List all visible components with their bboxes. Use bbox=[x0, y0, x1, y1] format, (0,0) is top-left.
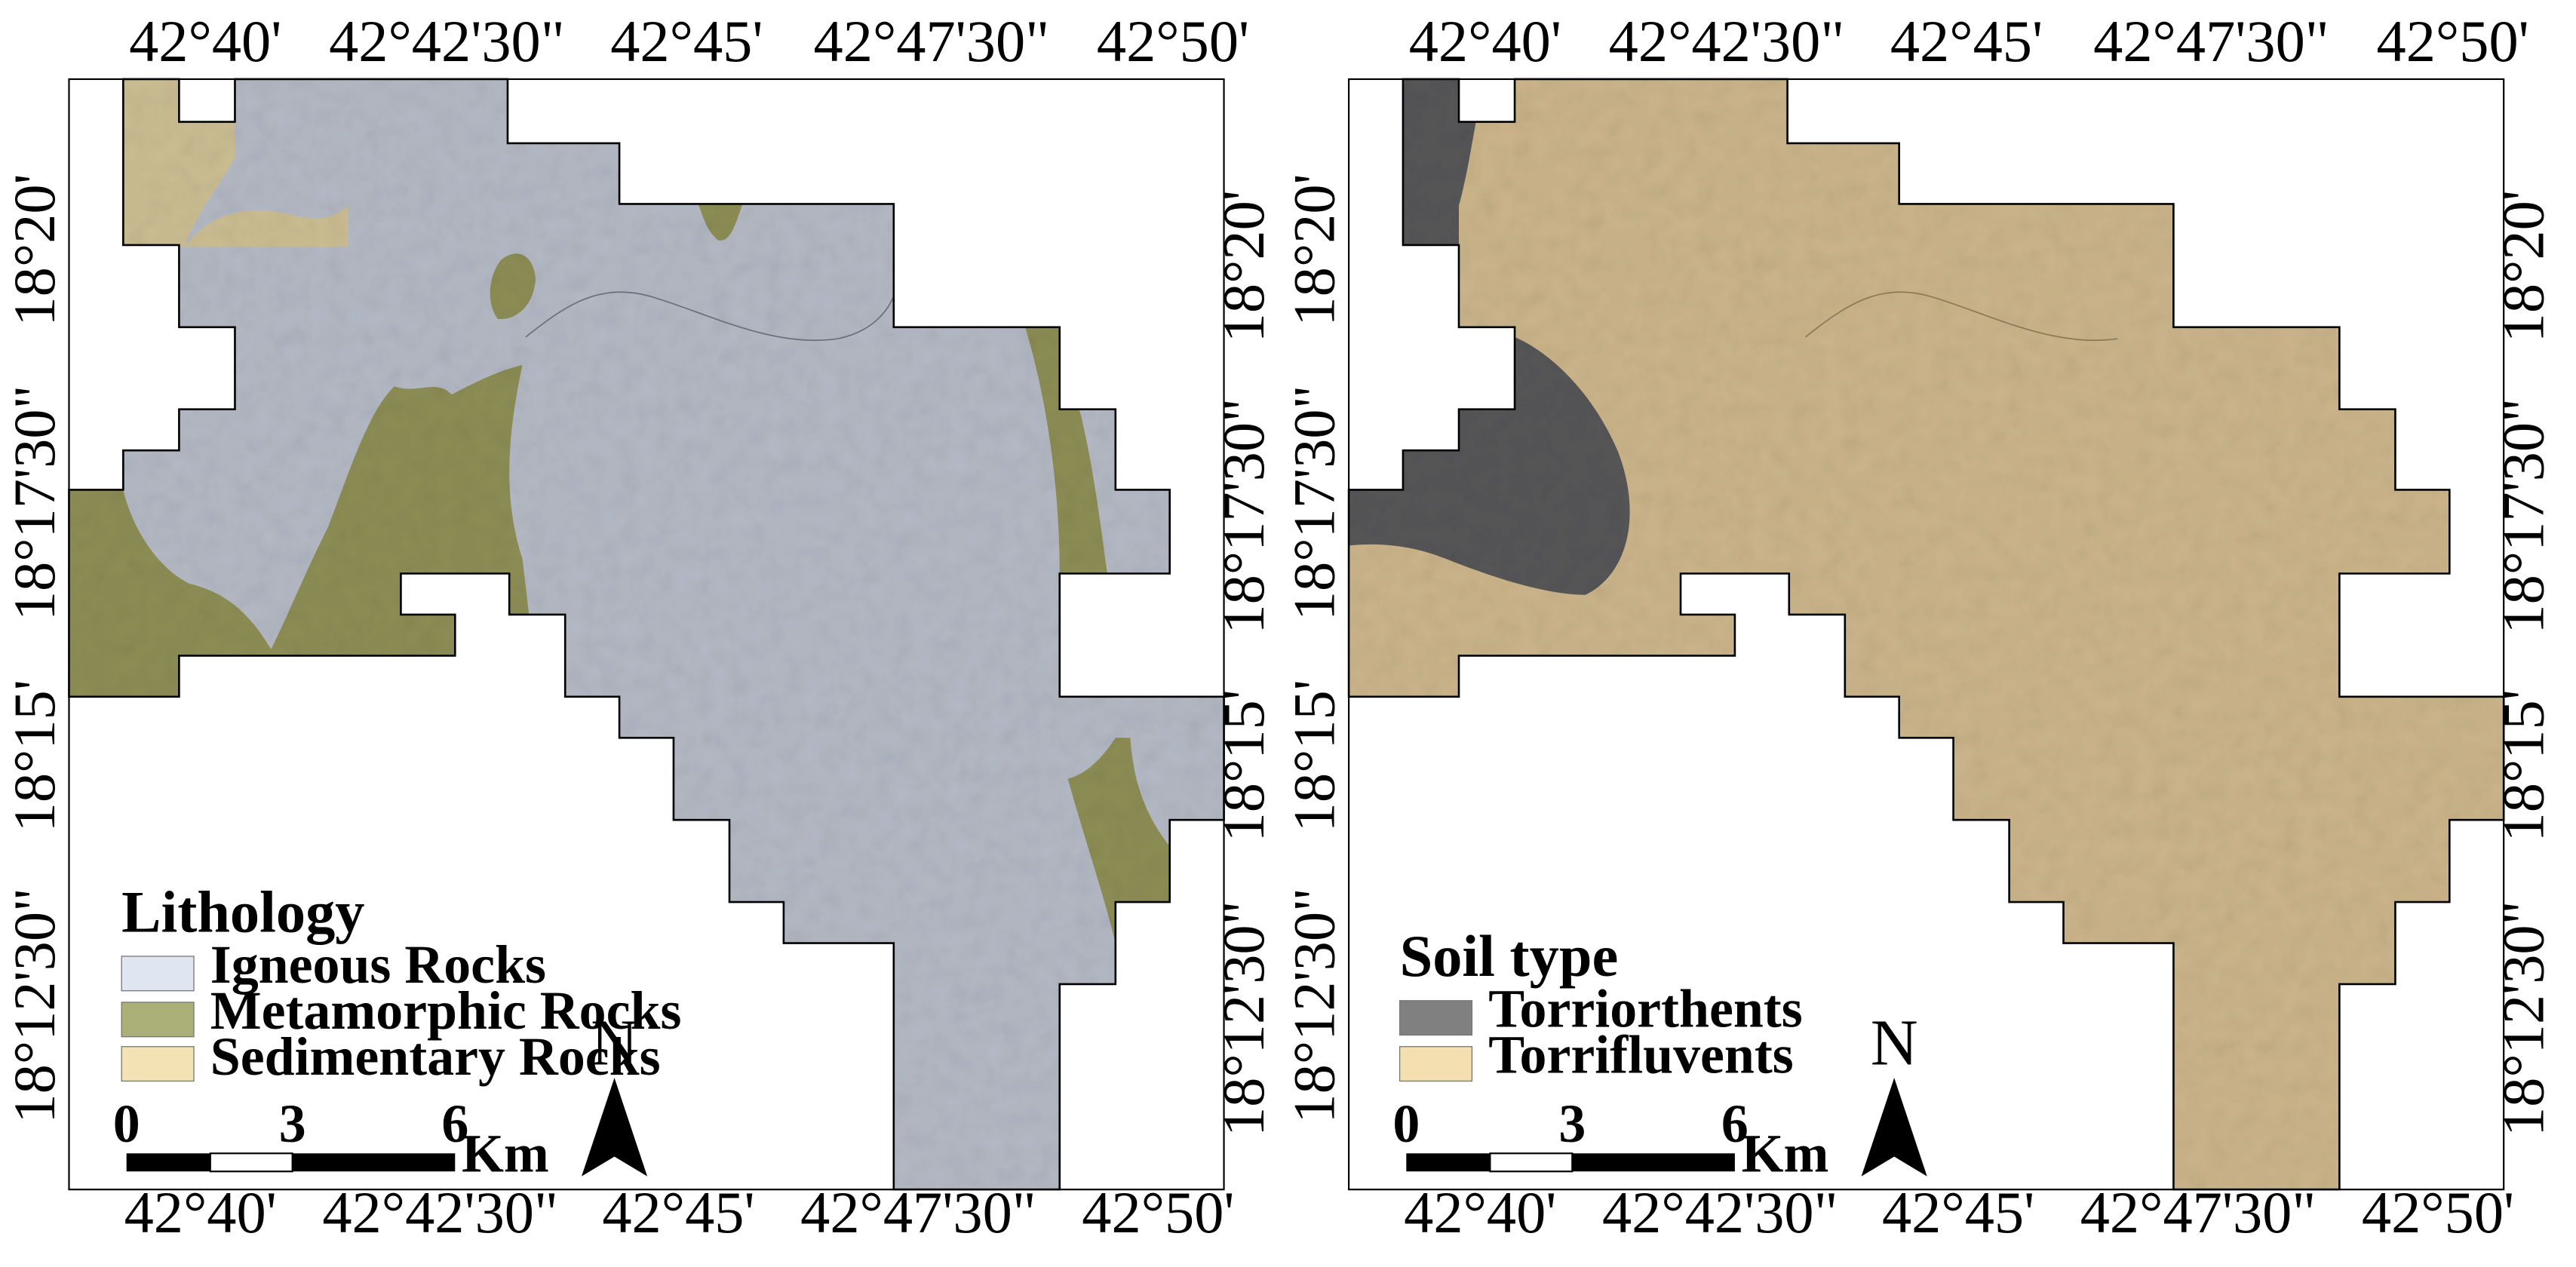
legend-swatch-torriorthents bbox=[1399, 1000, 1473, 1036]
scale-segment bbox=[1406, 1153, 1491, 1172]
left-tick-label: 18°17'30" bbox=[2, 385, 67, 621]
bottom-tick-label: 42°47'30" bbox=[2080, 1180, 2317, 1245]
left-tick-label: 18°20' bbox=[1281, 173, 1346, 326]
soil-map-panel: 42°40' 42°42'30" 42°45' 42°47'30" 42°50'… bbox=[1281, 8, 2556, 1245]
right-tick-label: 18°12'30" bbox=[2490, 900, 2556, 1137]
north-arrow: N bbox=[581, 1006, 648, 1176]
study-area-outline bbox=[1347, 78, 2505, 1191]
legend-label-sedimentary: Sedimentary Rocks bbox=[210, 1026, 661, 1087]
scale-unit: Km bbox=[1742, 1123, 1829, 1183]
road-line bbox=[525, 291, 895, 342]
right-tick-label: 18°12'30" bbox=[1211, 900, 1276, 1137]
north-arrow-icon bbox=[581, 1078, 648, 1176]
bottom-tick-label: 42°50' bbox=[2362, 1180, 2514, 1245]
legend-title: Lithology bbox=[121, 879, 364, 944]
metamorphic-rocks-area bbox=[490, 253, 536, 320]
legend-swatch-igneous bbox=[121, 956, 195, 992]
road-line bbox=[1805, 291, 2118, 342]
top-tick-label: 42°45' bbox=[1890, 8, 2043, 74]
bottom-tick-label: 42°42'30" bbox=[322, 1180, 558, 1245]
bottom-tick-label: 42°42'30" bbox=[1602, 1180, 1838, 1245]
scale-label-3: 3 bbox=[279, 1094, 306, 1154]
left-tick-label: 18°15' bbox=[2, 680, 67, 832]
scale-bar: 0 3 6 Km bbox=[1392, 1094, 1828, 1183]
top-tick-label: 42°47'30" bbox=[2093, 8, 2329, 74]
left-tick-label: 18°12'30" bbox=[1281, 888, 1346, 1124]
lithology-map-panel: 42°40' 42°42'30" 42°45' 42°47'30" 42°50'… bbox=[2, 8, 1276, 1245]
top-tick-label: 42°50' bbox=[1097, 8, 1249, 74]
sedimentary-rocks-area bbox=[123, 78, 235, 247]
left-tick-label: 18°12'30" bbox=[2, 888, 67, 1124]
legend-swatch-torrifluvents bbox=[1399, 1046, 1473, 1082]
legend-swatch-sedimentary bbox=[121, 1046, 195, 1082]
scale-segment bbox=[209, 1152, 293, 1173]
legend-title: Soil type bbox=[1400, 923, 1619, 989]
north-arrow-icon bbox=[1861, 1078, 1927, 1176]
bottom-tick-label: 42°50' bbox=[1082, 1180, 1234, 1245]
torriorthents-area bbox=[1349, 336, 1630, 595]
legend-swatch-metamorphic bbox=[121, 1002, 195, 1038]
left-tick-label: 18°17'30" bbox=[1281, 385, 1346, 621]
metamorphic-rocks-area bbox=[1067, 738, 1170, 943]
scale-label-6: 6 bbox=[1721, 1094, 1749, 1154]
metamorphic-rocks-area bbox=[1025, 327, 1107, 574]
soil-legend: Soil type Torriorthents Torrifluvents bbox=[1399, 923, 1803, 1085]
top-tick-label: 42°42'30" bbox=[1609, 8, 1845, 74]
left-tick-label: 18°15' bbox=[1281, 680, 1346, 832]
right-tick-label: 18°20' bbox=[2490, 190, 2556, 342]
scale-label-0: 0 bbox=[1392, 1094, 1420, 1154]
lithology-legend: Lithology Igneous Rocks Metamorphic Rock… bbox=[121, 879, 682, 1087]
top-tick-label: 42°42'30" bbox=[329, 8, 565, 74]
top-tick-label: 42°50' bbox=[2377, 8, 2529, 74]
legend-label-torrifluvents: Torrifluvents bbox=[1488, 1025, 1794, 1085]
metamorphic-rocks-area bbox=[698, 204, 743, 241]
legend-label-igneous: Igneous Rocks bbox=[210, 934, 546, 995]
north-label: N bbox=[1871, 1006, 1918, 1079]
legend-label-metamorphic: Metamorphic Rocks bbox=[210, 980, 682, 1041]
top-tick-label: 42°40' bbox=[1409, 8, 1561, 74]
scale-segment bbox=[1572, 1153, 1735, 1172]
scale-label-0: 0 bbox=[113, 1094, 140, 1154]
metamorphic-rocks-area bbox=[69, 364, 530, 697]
bottom-tick-label: 42°40' bbox=[1404, 1180, 1556, 1245]
north-arrow: N bbox=[1861, 1006, 1927, 1176]
sedimentary-rocks-area bbox=[183, 205, 348, 247]
right-tick-label: 18°15' bbox=[1211, 689, 1276, 842]
scale-segment bbox=[126, 1153, 210, 1172]
right-tick-label: 18°17'30" bbox=[1211, 398, 1276, 634]
scale-segment bbox=[1489, 1152, 1574, 1173]
scale-unit: Km bbox=[462, 1123, 549, 1183]
bottom-tick-label: 42°45' bbox=[602, 1180, 754, 1245]
top-tick-label: 42°40' bbox=[129, 8, 281, 74]
right-tick-label: 18°17'30" bbox=[2490, 398, 2556, 634]
scale-label-3: 3 bbox=[1558, 1094, 1586, 1154]
legend-label-torriorthents: Torriorthents bbox=[1488, 979, 1803, 1039]
top-tick-label: 42°47'30" bbox=[814, 8, 1050, 74]
bottom-tick-label: 42°47'30" bbox=[800, 1180, 1036, 1245]
scale-segment bbox=[292, 1153, 456, 1172]
scale-label-6: 6 bbox=[441, 1094, 468, 1154]
right-tick-label: 18°15' bbox=[2490, 689, 2556, 842]
top-tick-label: 42°45' bbox=[610, 8, 763, 74]
left-tick-label: 18°20' bbox=[2, 173, 67, 326]
north-label: N bbox=[591, 1006, 638, 1079]
study-area-outline bbox=[68, 78, 1225, 1191]
right-tick-label: 18°20' bbox=[1211, 190, 1276, 342]
bottom-tick-label: 42°40' bbox=[124, 1180, 277, 1245]
scale-bar: 0 3 6 Km bbox=[113, 1094, 549, 1183]
bottom-tick-label: 42°45' bbox=[1882, 1180, 2034, 1245]
